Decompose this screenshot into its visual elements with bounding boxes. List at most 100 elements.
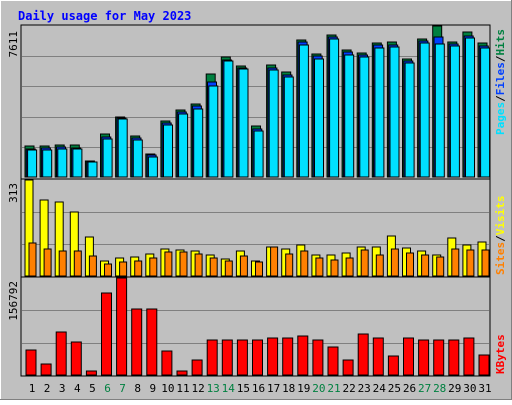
- legend-sep-2: /: [494, 55, 507, 62]
- day-label: 19: [297, 382, 310, 395]
- legend-files: Files: [494, 62, 507, 95]
- bar-sites: [481, 249, 490, 277]
- legend-pages: Pages: [494, 102, 507, 135]
- bar-sites: [224, 260, 233, 277]
- bar-pages: [480, 47, 491, 178]
- bar-kbytes: [221, 339, 233, 376]
- day-label: 25: [388, 382, 401, 395]
- bar-kbytes: [25, 349, 37, 376]
- bar-sites: [194, 253, 203, 277]
- bar-kbytes: [55, 331, 67, 376]
- day-label: 21: [327, 382, 340, 395]
- day-label: 4: [74, 382, 81, 395]
- bar-sites: [104, 263, 112, 277]
- bar-sites: [28, 242, 37, 277]
- bar-pages: [344, 54, 355, 178]
- bar-sites: [239, 255, 248, 277]
- bar-sites: [119, 261, 128, 277]
- bar-sites: [466, 249, 475, 277]
- bar-sites: [88, 255, 97, 277]
- bar-pages: [449, 45, 460, 178]
- bar-pages: [253, 130, 264, 178]
- bar-kbytes: [448, 339, 460, 376]
- bar-pages: [102, 138, 113, 178]
- legend-visits: Visits: [494, 196, 507, 236]
- bar-kbytes: [176, 370, 188, 376]
- bar-kbytes: [252, 339, 263, 376]
- bar-pages: [404, 62, 415, 178]
- day-label: 9: [149, 382, 156, 395]
- day-label: 27: [418, 382, 431, 395]
- bar-kbytes: [191, 359, 203, 376]
- bar-pages: [329, 38, 340, 178]
- day-label: 13: [207, 382, 220, 395]
- legend-hits: Hits: [494, 29, 507, 56]
- day-label: 31: [478, 382, 491, 395]
- bar-kbytes: [146, 308, 158, 376]
- bar-kbytes: [236, 339, 248, 376]
- bar-sites: [451, 248, 460, 277]
- bar-kbytes: [85, 370, 97, 376]
- top-panel-max-label: 7611: [7, 31, 20, 58]
- bar-pages: [419, 42, 430, 178]
- bar-kbytes: [282, 337, 294, 376]
- bar-pages: [132, 139, 143, 178]
- bar-pages: [465, 37, 475, 178]
- day-label: 11: [176, 382, 189, 395]
- day-label: 28: [433, 382, 446, 395]
- bar-kbytes: [403, 337, 414, 376]
- bar-kbytes: [267, 337, 279, 376]
- day-label: 10: [161, 382, 174, 395]
- bar-kbytes: [116, 277, 128, 376]
- day-label: 3: [59, 382, 66, 395]
- bar-sites: [134, 260, 143, 277]
- bar-pages: [298, 44, 309, 178]
- bar-sites: [255, 261, 263, 277]
- bar-sites: [436, 256, 445, 277]
- bar-pages: [434, 43, 445, 178]
- bar-sites: [330, 259, 339, 277]
- bar-kbytes: [206, 339, 218, 376]
- bar-pages: [117, 118, 128, 178]
- bar-kbytes: [161, 350, 173, 376]
- bar-pages: [178, 113, 189, 178]
- legend-sep-3: /: [494, 235, 507, 242]
- mid-panel-max-label: 313: [7, 183, 20, 203]
- bar-kbytes: [372, 337, 384, 376]
- bar-pages: [359, 56, 370, 178]
- bar-pages: [42, 149, 53, 178]
- legend-sites: Sites: [494, 242, 507, 275]
- bar-sites: [164, 251, 173, 277]
- bar-pages: [389, 46, 400, 178]
- day-label: 1: [29, 382, 36, 395]
- day-label: 5: [89, 382, 96, 395]
- bar-sites: [270, 246, 279, 277]
- bar-sites: [58, 250, 67, 277]
- bar-sites: [390, 248, 399, 277]
- bar-pages: [193, 108, 204, 178]
- bar-kbytes: [478, 354, 490, 376]
- bar-pages: [27, 149, 38, 178]
- day-label: 7: [119, 382, 126, 395]
- bar-sites: [179, 251, 188, 277]
- day-label: 24: [373, 382, 387, 395]
- bar-sites: [345, 257, 354, 277]
- bar-sites: [315, 257, 324, 277]
- bar-sites: [360, 249, 369, 277]
- day-axis-labels: 1 2 3 4 5 6 7 8 9 10 11 12 13 14 15 16 17 18 19 20 21 22 23 24 2…: [29, 382, 492, 395]
- bar-sites: [300, 250, 309, 277]
- bar-kbytes: [357, 333, 369, 376]
- bar-pages: [72, 148, 83, 178]
- bar-sites: [285, 253, 294, 277]
- bar-sites: [73, 250, 82, 277]
- bar-layer: [24, 25, 491, 376]
- bar-kbytes: [433, 339, 445, 376]
- bar-kbytes: [101, 292, 112, 376]
- legend-sites-visits: Sites/Visits: [494, 196, 507, 276]
- day-label: 16: [252, 382, 265, 395]
- bar-pages: [283, 76, 294, 178]
- day-label: 6: [104, 382, 111, 395]
- day-label: 23: [358, 382, 371, 395]
